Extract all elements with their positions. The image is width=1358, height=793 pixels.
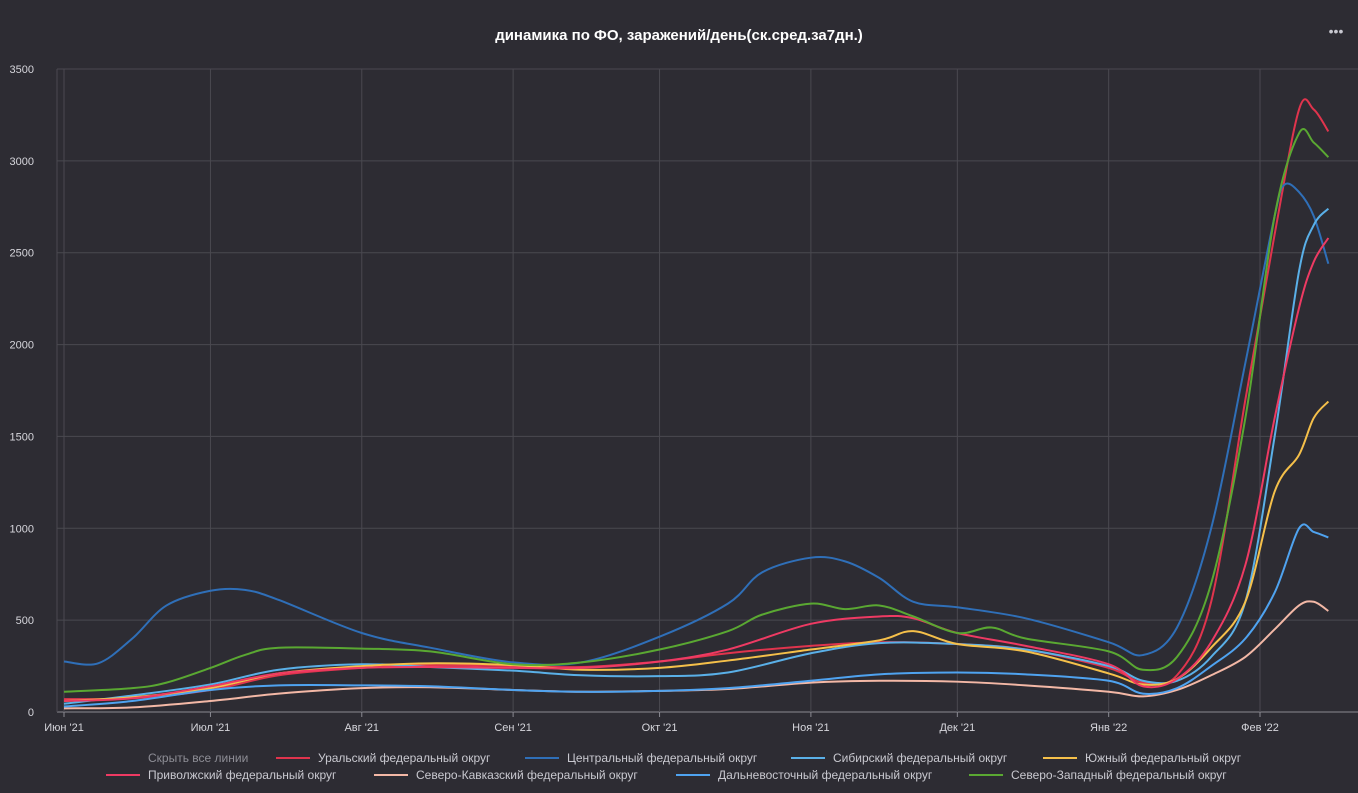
y-tick-label: 2500 <box>10 248 34 260</box>
y-tick-label: 1500 <box>10 431 34 443</box>
legend-label: Центральный федеральный округ <box>567 751 758 765</box>
y-tick-label: 3000 <box>10 156 34 168</box>
x-tick-label: Сен '21 <box>494 722 532 734</box>
y-tick-label: 2000 <box>10 340 34 352</box>
legend-swatch <box>276 757 310 759</box>
x-tick-label: Янв '22 <box>1090 722 1127 734</box>
y-tick-label: 1000 <box>10 523 34 535</box>
legend-label: Дальневосточный федеральный округ <box>718 768 933 782</box>
legend-label: Сибирский федеральный округ <box>833 751 1008 765</box>
more-dots-icon[interactable]: ••• <box>1328 23 1344 39</box>
x-tick-label: Авг '21 <box>344 722 379 734</box>
x-tick-label: Окт '21 <box>642 722 678 734</box>
legend-label: Южный федеральный округ <box>1085 751 1242 765</box>
series-line <box>63 600 1329 710</box>
legend-item[interactable]: Приволжский федеральный округ <box>106 768 336 782</box>
x-tick-label: Июн '21 <box>44 722 84 734</box>
legend-swatch <box>676 774 710 776</box>
legend-label: Приволжский федеральный округ <box>148 768 337 782</box>
legend-item[interactable]: Уральский федеральный округ <box>276 751 490 765</box>
legend-item[interactable]: Дальневосточный федеральный округ <box>676 768 932 782</box>
legend-item[interactable]: Южный федеральный округ <box>1043 751 1241 765</box>
series-line <box>63 523 1329 708</box>
series-line <box>63 98 1330 701</box>
legend-item[interactable]: Сибирский федеральный округ <box>791 751 1007 765</box>
series-line <box>63 182 1330 666</box>
legend-label: Северо-Кавказский федеральный округ <box>416 768 638 782</box>
x-tick-label: Фев '22 <box>1241 722 1279 734</box>
legend-swatch <box>969 774 1003 776</box>
x-tick-label: Ноя '21 <box>792 722 829 734</box>
legend-swatch <box>374 774 408 776</box>
y-tick-label: 0 <box>28 707 34 719</box>
legend-label: Северо-Западный федеральный округ <box>1011 768 1227 782</box>
series-line <box>63 400 1330 702</box>
legend-item[interactable]: Северо-Западный федеральный округ <box>969 768 1227 782</box>
legend-item[interactable]: Центральный федеральный округ <box>525 751 757 765</box>
series-line <box>63 128 1330 693</box>
legend-swatch <box>106 774 140 776</box>
legend-label: Уральский федеральный округ <box>318 751 491 765</box>
legend-swatch <box>791 757 825 759</box>
y-tick-label: 500 <box>16 615 34 627</box>
chart-title: динамика по ФО, заражений/день(ск.сред.з… <box>495 27 863 44</box>
x-tick-label: Дек '21 <box>939 722 975 734</box>
y-tick-label: 3500 <box>10 64 34 76</box>
legend-item[interactable]: Северо-Кавказский федеральный округ <box>374 768 638 782</box>
series-line <box>63 237 1330 702</box>
legend-swatch <box>525 757 559 759</box>
x-tick-label: Июл '21 <box>191 722 231 734</box>
legend-swatch <box>1043 757 1077 759</box>
hide-all-lines-button[interactable]: Скрыть все линии <box>148 751 249 765</box>
series-line <box>63 207 1330 705</box>
